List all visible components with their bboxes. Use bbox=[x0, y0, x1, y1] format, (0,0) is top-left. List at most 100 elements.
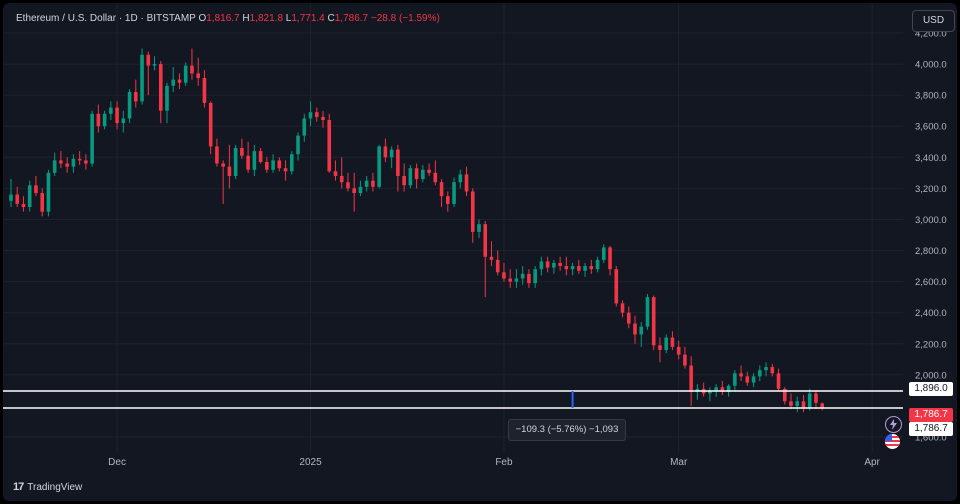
candle-body bbox=[414, 168, 419, 180]
candle bbox=[651, 295, 656, 350]
candle-body bbox=[9, 194, 13, 201]
candle bbox=[533, 266, 537, 288]
candle bbox=[314, 107, 319, 122]
candle-body bbox=[739, 373, 743, 377]
candle-body bbox=[215, 146, 219, 164]
candle-body bbox=[427, 169, 431, 173]
chart-frame[interactable]: 1,600.0 2,000.0 2,200.0 2,400.0 2,600.0 2,800… bbox=[3, 3, 957, 501]
candle bbox=[495, 250, 500, 276]
candle bbox=[614, 266, 619, 307]
candlestick-chart[interactable]: 1,600.0 2,000.0 2,200.0 2,400.0 2,600.0 2,800… bbox=[3, 3, 957, 501]
candle bbox=[9, 179, 13, 208]
candle bbox=[258, 147, 263, 164]
candle bbox=[421, 165, 425, 183]
candle-body bbox=[383, 146, 388, 158]
candle bbox=[814, 390, 818, 410]
candle bbox=[221, 160, 225, 204]
candle bbox=[321, 110, 325, 128]
candle-body bbox=[751, 376, 756, 383]
candle bbox=[764, 362, 768, 377]
candle bbox=[545, 256, 550, 273]
candle bbox=[626, 306, 631, 329]
candle bbox=[558, 256, 562, 271]
candle bbox=[470, 188, 475, 243]
candle bbox=[751, 373, 756, 388]
candle-body bbox=[102, 113, 107, 127]
candle-body bbox=[121, 118, 126, 124]
symbol-header: Ethereum / U.S. Dollar · 1D · BITSTAMP O… bbox=[16, 13, 440, 24]
candle bbox=[402, 163, 406, 192]
price-tick-label: 3,800.0 bbox=[915, 91, 947, 102]
candle bbox=[196, 57, 200, 86]
candle-body bbox=[608, 247, 612, 270]
candle-body bbox=[533, 269, 537, 284]
candle-body bbox=[171, 79, 176, 86]
candle bbox=[84, 154, 88, 170]
candle bbox=[102, 110, 107, 130]
candle-body bbox=[271, 160, 275, 170]
candle-body bbox=[801, 401, 806, 408]
currency-button[interactable]: USD bbox=[912, 10, 955, 32]
candle bbox=[21, 196, 26, 212]
candle bbox=[190, 48, 194, 80]
candle bbox=[302, 113, 307, 142]
candle-body bbox=[277, 160, 282, 169]
candle-body bbox=[321, 116, 325, 121]
us-flag-icon[interactable] bbox=[885, 434, 900, 449]
candle bbox=[233, 144, 238, 180]
symbol-title: Ethereum / U.S. Dollar · 1D · BITSTAMP bbox=[16, 13, 196, 24]
price-tick-label: 2,400.0 bbox=[915, 308, 947, 319]
candle bbox=[165, 82, 169, 124]
candle bbox=[795, 396, 800, 413]
candle-body bbox=[514, 278, 519, 282]
candle-body bbox=[46, 172, 51, 212]
candle-body bbox=[302, 118, 307, 136]
candle bbox=[327, 113, 332, 173]
candle bbox=[308, 101, 313, 127]
candle-body bbox=[689, 365, 693, 392]
candle-body bbox=[820, 403, 824, 408]
candle bbox=[489, 241, 494, 267]
candle bbox=[265, 157, 269, 173]
candle-body bbox=[464, 174, 469, 192]
price-badge: 1,896.0 bbox=[909, 382, 953, 396]
candle bbox=[96, 104, 101, 133]
candle-body bbox=[439, 182, 444, 197]
time-axis[interactable]: Dec 2025 Feb Mar Apr bbox=[108, 457, 880, 468]
candle-body bbox=[670, 337, 675, 347]
candle-body bbox=[127, 92, 132, 119]
price-tick-label: 2,200.0 bbox=[915, 339, 947, 350]
candle-body bbox=[639, 326, 644, 335]
close-label: C bbox=[327, 13, 335, 24]
candle-body bbox=[221, 163, 225, 167]
candle bbox=[358, 180, 363, 197]
candle-body bbox=[308, 112, 313, 119]
candle-body bbox=[52, 160, 57, 173]
candle bbox=[458, 169, 463, 189]
candle-body bbox=[90, 113, 94, 164]
price-tick-label: 2,000.0 bbox=[915, 370, 947, 381]
tradingview-logo[interactable]: 17 TradingView bbox=[13, 481, 82, 493]
measure-tooltip: −109.3 (−5.76%) −1,093 bbox=[508, 419, 626, 441]
candle bbox=[246, 141, 250, 173]
candle-body bbox=[583, 266, 587, 271]
candle bbox=[177, 73, 182, 89]
candle bbox=[377, 144, 381, 189]
candle-body bbox=[458, 174, 463, 183]
candle bbox=[215, 138, 219, 167]
grid-lines bbox=[3, 3, 903, 453]
candle-body bbox=[202, 78, 207, 103]
candle bbox=[502, 262, 506, 282]
horizontal-lines[interactable] bbox=[3, 390, 903, 409]
candle bbox=[564, 256, 569, 276]
low-label: L bbox=[285, 13, 292, 24]
candle bbox=[452, 177, 456, 208]
lightning-icon[interactable] bbox=[885, 416, 902, 433]
candle-body bbox=[708, 390, 712, 394]
price-axis[interactable]: 1,600.0 2,000.0 2,200.0 2,400.0 2,600.0 2,800… bbox=[915, 29, 947, 444]
price-tick-label: 2,600.0 bbox=[915, 277, 947, 288]
candle-body bbox=[227, 166, 232, 176]
candle bbox=[240, 138, 244, 159]
candle bbox=[782, 387, 787, 405]
price-tick-label: 3,200.0 bbox=[915, 184, 947, 195]
